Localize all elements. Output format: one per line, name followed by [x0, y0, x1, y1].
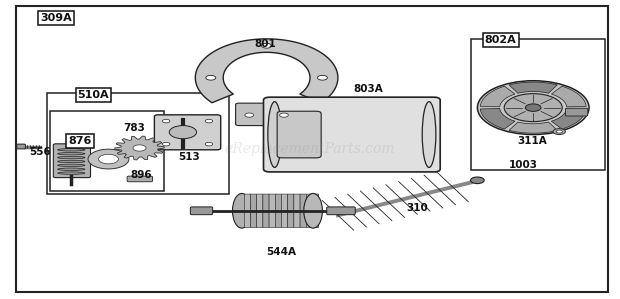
- FancyBboxPatch shape: [288, 194, 294, 228]
- Circle shape: [205, 142, 213, 146]
- FancyBboxPatch shape: [275, 194, 281, 228]
- Ellipse shape: [58, 172, 85, 174]
- Polygon shape: [195, 39, 338, 103]
- FancyBboxPatch shape: [190, 207, 213, 215]
- FancyBboxPatch shape: [281, 194, 288, 228]
- FancyBboxPatch shape: [250, 194, 257, 228]
- FancyBboxPatch shape: [312, 194, 319, 228]
- Circle shape: [133, 145, 146, 151]
- Circle shape: [504, 94, 562, 122]
- Ellipse shape: [58, 160, 85, 163]
- Circle shape: [471, 177, 484, 184]
- FancyBboxPatch shape: [327, 207, 355, 215]
- Circle shape: [169, 126, 197, 139]
- FancyBboxPatch shape: [263, 194, 269, 228]
- Ellipse shape: [58, 168, 85, 170]
- FancyBboxPatch shape: [277, 111, 321, 158]
- FancyBboxPatch shape: [300, 194, 306, 228]
- Circle shape: [245, 113, 254, 117]
- FancyBboxPatch shape: [17, 144, 25, 149]
- Text: 309A: 309A: [40, 13, 72, 23]
- Circle shape: [162, 119, 170, 123]
- Text: 1003: 1003: [508, 160, 538, 170]
- Polygon shape: [551, 86, 586, 107]
- Text: 896: 896: [130, 170, 152, 180]
- FancyBboxPatch shape: [257, 194, 263, 228]
- FancyBboxPatch shape: [294, 194, 300, 228]
- Text: 510A: 510A: [78, 90, 109, 100]
- FancyBboxPatch shape: [53, 144, 91, 178]
- Polygon shape: [551, 109, 586, 129]
- Text: 544A: 544A: [267, 247, 296, 257]
- Text: 556: 556: [29, 147, 51, 157]
- Circle shape: [280, 113, 288, 117]
- Circle shape: [477, 81, 589, 135]
- Bar: [471, 39, 604, 170]
- Text: 310: 310: [406, 203, 428, 213]
- Circle shape: [262, 43, 272, 48]
- Bar: [50, 111, 164, 191]
- Ellipse shape: [58, 152, 85, 155]
- Ellipse shape: [268, 102, 281, 167]
- Polygon shape: [509, 82, 557, 93]
- Polygon shape: [509, 122, 557, 133]
- Polygon shape: [480, 109, 515, 129]
- Circle shape: [317, 75, 327, 80]
- Text: 513: 513: [179, 152, 200, 162]
- Circle shape: [88, 149, 129, 169]
- FancyBboxPatch shape: [154, 115, 221, 150]
- Text: 311A: 311A: [518, 136, 547, 146]
- Text: 801: 801: [254, 39, 276, 49]
- Ellipse shape: [58, 164, 85, 167]
- FancyBboxPatch shape: [269, 194, 275, 228]
- Text: 802A: 802A: [485, 35, 516, 45]
- FancyBboxPatch shape: [306, 194, 312, 228]
- Circle shape: [205, 119, 213, 123]
- Polygon shape: [480, 86, 515, 107]
- Circle shape: [556, 130, 562, 133]
- Polygon shape: [115, 136, 164, 160]
- Text: 803A: 803A: [353, 84, 383, 94]
- Circle shape: [99, 154, 118, 164]
- Ellipse shape: [304, 193, 322, 228]
- FancyBboxPatch shape: [236, 103, 298, 126]
- Text: eReplacementParts.com: eReplacementParts.com: [224, 143, 396, 156]
- Circle shape: [525, 104, 541, 112]
- Text: 783: 783: [123, 123, 144, 132]
- Circle shape: [206, 75, 216, 80]
- Ellipse shape: [232, 193, 251, 228]
- FancyBboxPatch shape: [565, 108, 588, 116]
- Bar: [46, 93, 229, 194]
- FancyBboxPatch shape: [264, 97, 440, 172]
- Ellipse shape: [58, 156, 85, 159]
- Ellipse shape: [422, 102, 436, 167]
- FancyBboxPatch shape: [244, 194, 250, 228]
- Circle shape: [553, 129, 565, 135]
- FancyBboxPatch shape: [127, 176, 153, 182]
- Text: 876: 876: [68, 136, 92, 146]
- Ellipse shape: [58, 149, 85, 151]
- Circle shape: [162, 142, 170, 146]
